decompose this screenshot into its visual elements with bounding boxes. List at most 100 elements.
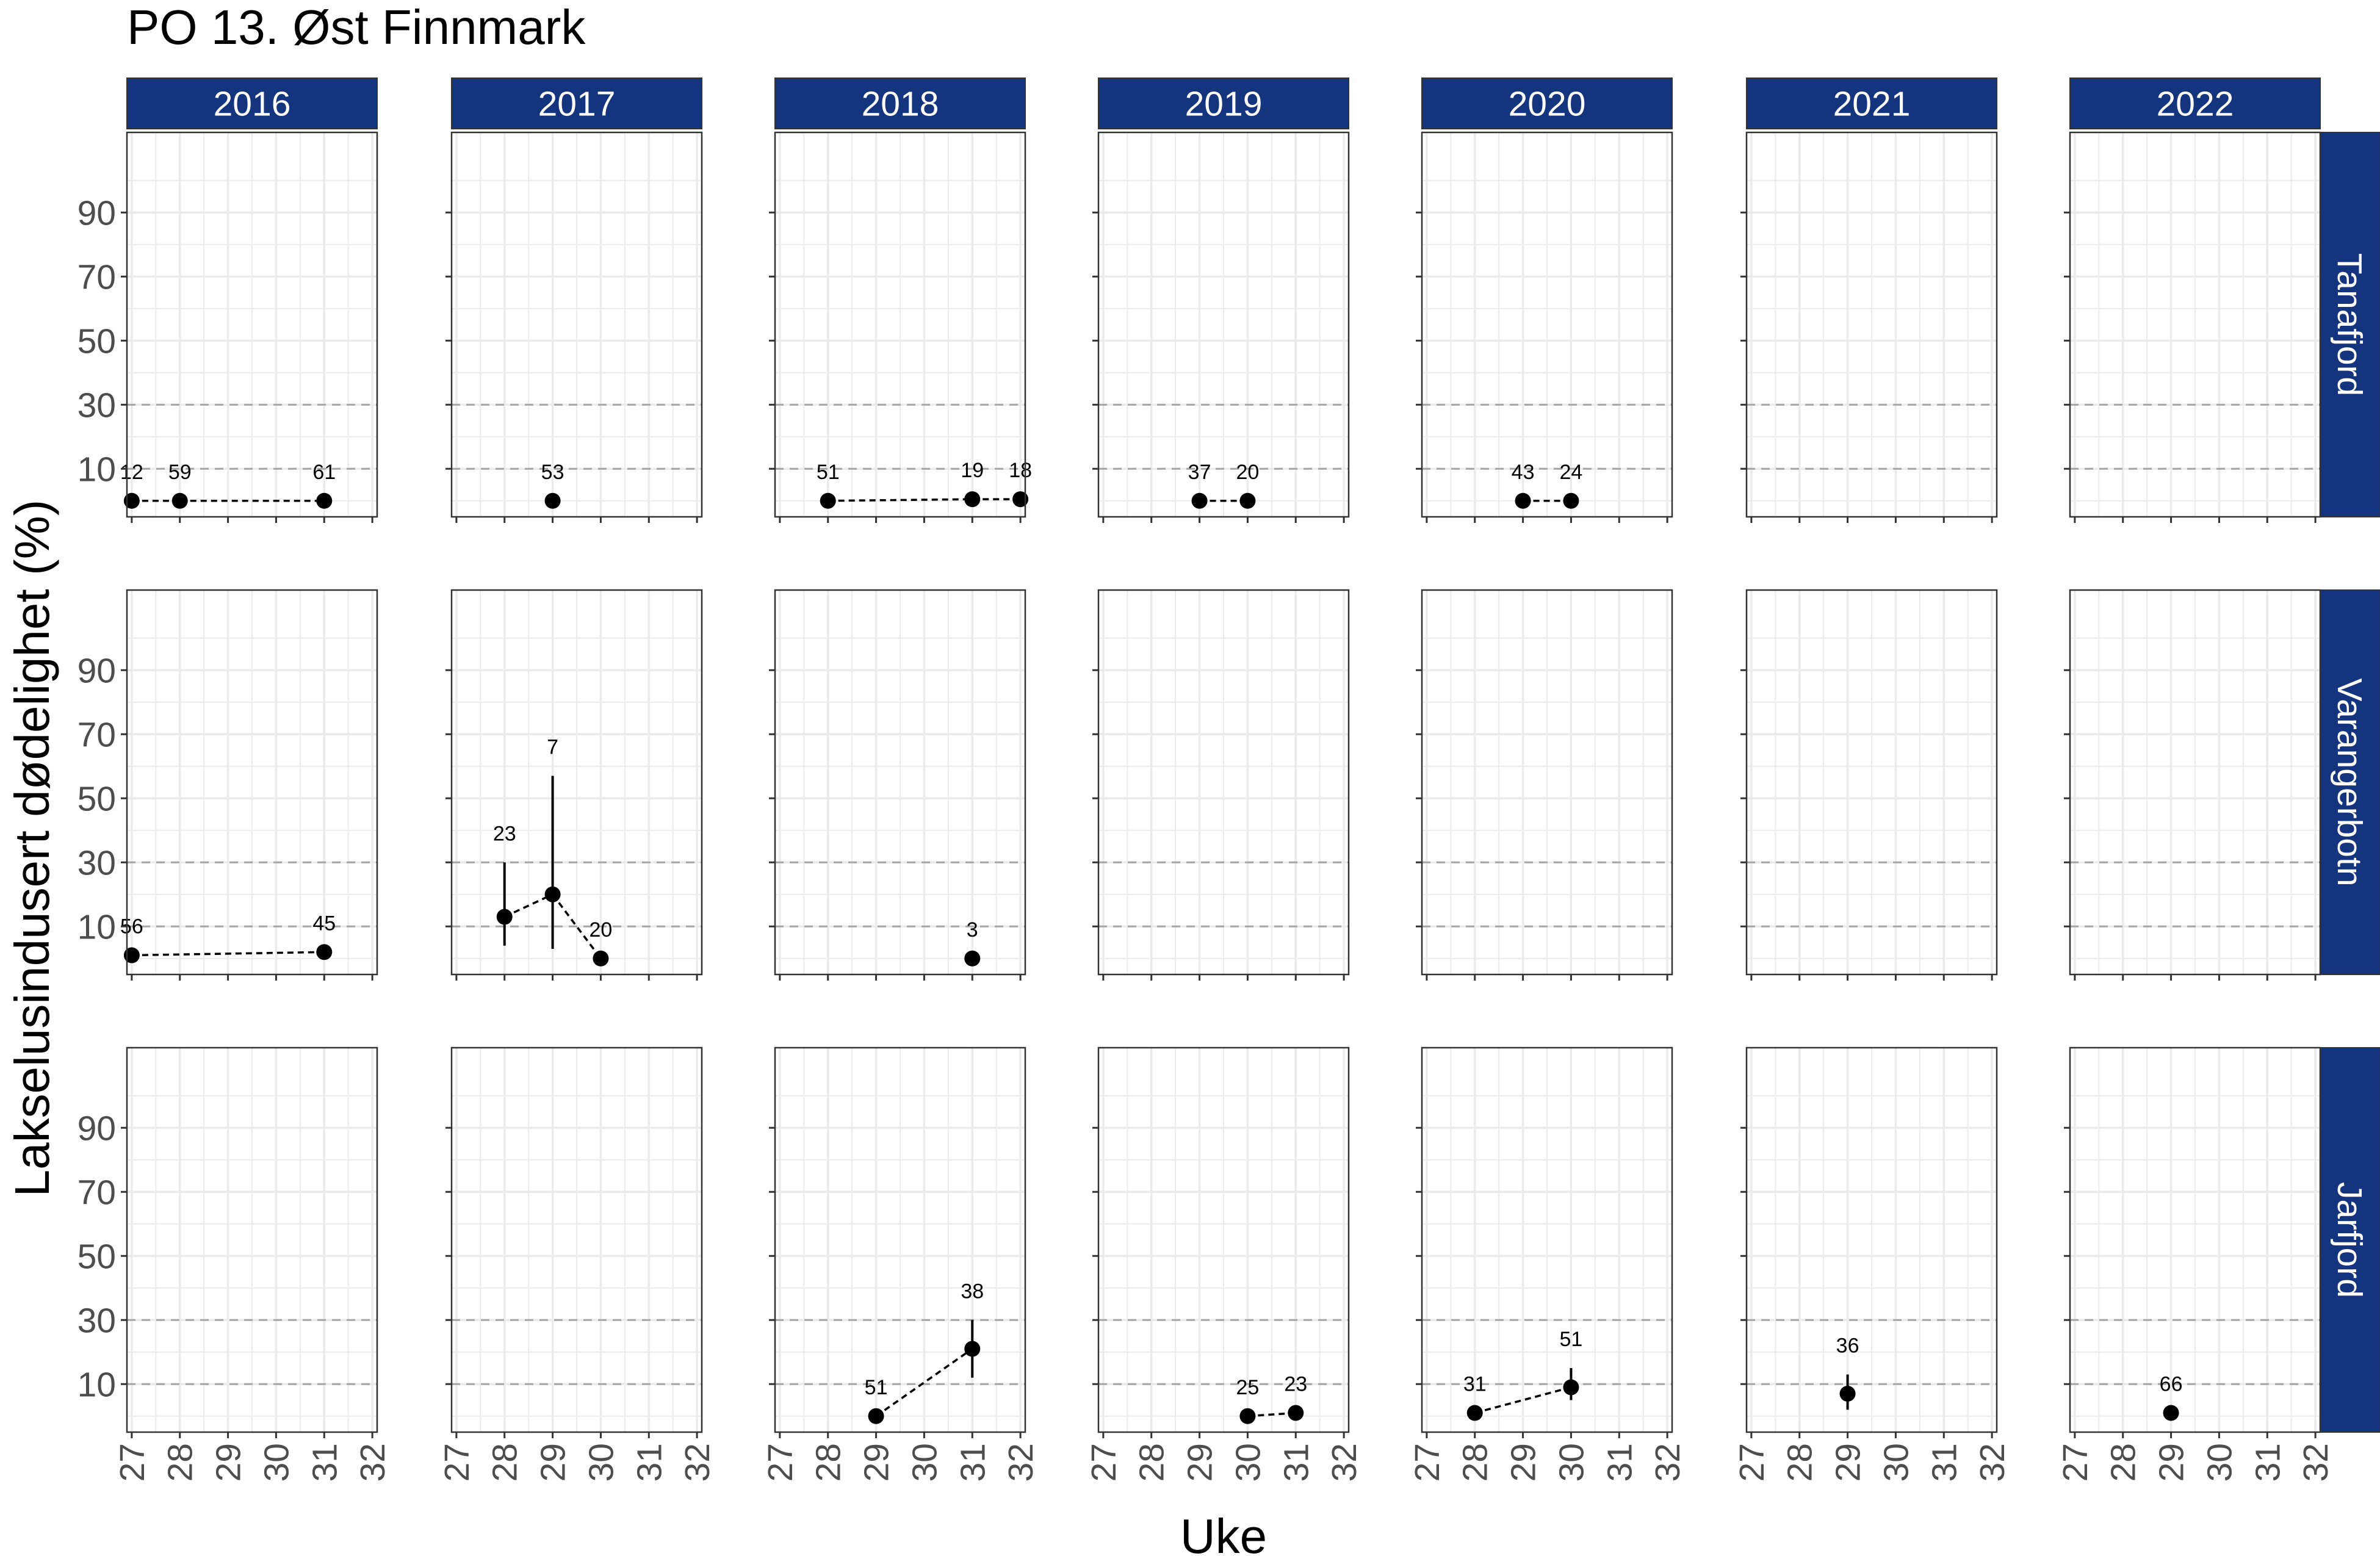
x-tick-label: 27	[761, 1443, 800, 1482]
panel-varangerbotn-2021	[1740, 589, 1998, 981]
strip-bg	[126, 77, 378, 129]
panel-border	[126, 1046, 378, 1433]
data-point	[316, 492, 333, 509]
panel-border	[2069, 131, 2321, 518]
data-point	[868, 1408, 884, 1424]
panel-varangerbotn-2019	[1092, 589, 1350, 981]
x-tick-label: 29	[534, 1443, 573, 1482]
y-tick-label: 50	[78, 779, 116, 818]
data-point	[123, 947, 140, 963]
x-tick-label: 28	[2104, 1443, 2143, 1482]
x-tick-label: 27	[1408, 1443, 1447, 1482]
n-label: 51	[817, 461, 840, 484]
series-line-segment	[552, 893, 602, 959]
n-label: 53	[541, 461, 564, 484]
panel-tanafjord-2017: 53	[445, 131, 703, 523]
n-label: 23	[1284, 1373, 1307, 1396]
y-tick-label: 70	[78, 258, 116, 297]
series-line-segment	[1247, 1411, 1296, 1417]
y-tick-label: 30	[78, 1301, 116, 1340]
y-tick-label: 50	[78, 322, 116, 361]
n-label: 51	[1560, 1328, 1583, 1351]
x-tick-label: 31	[1925, 1443, 1964, 1482]
x-tick-label: 30	[582, 1443, 621, 1482]
strip-bg	[2069, 77, 2321, 129]
strip-year-2022: 2022	[2069, 77, 2321, 129]
n-label: 20	[1236, 461, 1260, 484]
x-tick-label: 31	[630, 1443, 669, 1482]
panel-border	[1421, 589, 1673, 976]
x-tick-label: 28	[161, 1443, 200, 1482]
panel-border	[2069, 1046, 2321, 1433]
data-point	[593, 950, 609, 967]
strip-label: Varangerbotn	[2330, 678, 2369, 886]
strip-label: 2022	[2157, 85, 2234, 124]
data-point	[964, 491, 981, 508]
panel-tanafjord-2021	[1740, 131, 1998, 523]
n-label: 38	[961, 1280, 984, 1303]
x-tick-label: 32	[678, 1443, 717, 1482]
panel-jarfjord-2019: 25 23 27 28 29 30 31 32	[1084, 1046, 1364, 1482]
y-tick-label: 10	[78, 450, 116, 489]
n-label: 31	[1463, 1373, 1487, 1396]
data-point	[1239, 492, 1256, 509]
data-point	[1563, 492, 1579, 509]
x-tick-label: 30	[905, 1443, 944, 1482]
panel-jarfjord-2022: 66 27 28 29 30 31 32	[2056, 1046, 2335, 1482]
data-point	[496, 909, 513, 925]
panel-border	[1097, 131, 1350, 518]
panel-border	[1097, 589, 1350, 976]
n-label: 36	[1836, 1334, 1859, 1358]
y-tick-label: 70	[78, 715, 116, 754]
data-point	[1012, 491, 1029, 508]
panel-border	[1421, 1046, 1673, 1433]
strip-year-2021: 2021	[1746, 77, 1997, 129]
n-label: 45	[312, 912, 336, 935]
panel-tanafjord-2019: 37 20	[1092, 131, 1350, 523]
data-point	[964, 950, 981, 967]
x-tick-label: 27	[438, 1443, 477, 1482]
panel-border	[126, 589, 378, 976]
series-line-segment	[503, 893, 554, 918]
data-point	[123, 492, 140, 509]
x-tick-label: 29	[2152, 1443, 2191, 1482]
x-tick-label: 27	[1084, 1443, 1123, 1482]
y-tick-label: 90	[78, 1109, 116, 1148]
strip-year-2016: 2016	[126, 77, 378, 129]
x-tick-label: 32	[1325, 1443, 1364, 1482]
y-tick-label: 10	[78, 907, 116, 946]
panel-tanafjord-2018: 51 19 18	[769, 131, 1032, 523]
x-tick-label: 30	[257, 1443, 296, 1482]
panel-border	[450, 131, 703, 518]
panel-border	[450, 1046, 703, 1433]
panel-border	[1745, 131, 1998, 518]
panel-varangerbotn-2020	[1416, 589, 1673, 981]
y-axis-title: Lakselusindusert dødelighet (%)	[5, 500, 59, 1197]
strip-region-varangerbotn: Varangerbotn	[2320, 589, 2380, 975]
y-tick-label: 30	[78, 843, 116, 882]
x-tick-label: 32	[2296, 1443, 2335, 1482]
y-tick-label: 50	[78, 1237, 116, 1276]
n-label: 24	[1560, 461, 1583, 484]
strip-label: 2019	[1185, 85, 1263, 124]
x-tick-label: 32	[1973, 1443, 2012, 1482]
data-point	[316, 944, 333, 960]
strip-bg	[1098, 77, 1349, 129]
x-tick-label: 30	[1552, 1443, 1591, 1482]
panel-tanafjord-2022	[2064, 131, 2321, 523]
data-point	[820, 492, 836, 509]
panel-border	[1097, 1046, 1350, 1433]
n-label: 23	[493, 822, 516, 845]
x-tick-label: 28	[486, 1443, 525, 1482]
strip-year-2018: 2018	[774, 77, 1026, 129]
n-label: 20	[590, 918, 613, 942]
x-axis-title: Uke	[1180, 1509, 1267, 1556]
panel-border	[774, 1046, 1026, 1433]
x-tick-label: 27	[1733, 1443, 1772, 1482]
data-point	[544, 492, 561, 509]
x-tick-label: 32	[1001, 1443, 1040, 1482]
strip-year-2019: 2019	[1098, 77, 1349, 129]
